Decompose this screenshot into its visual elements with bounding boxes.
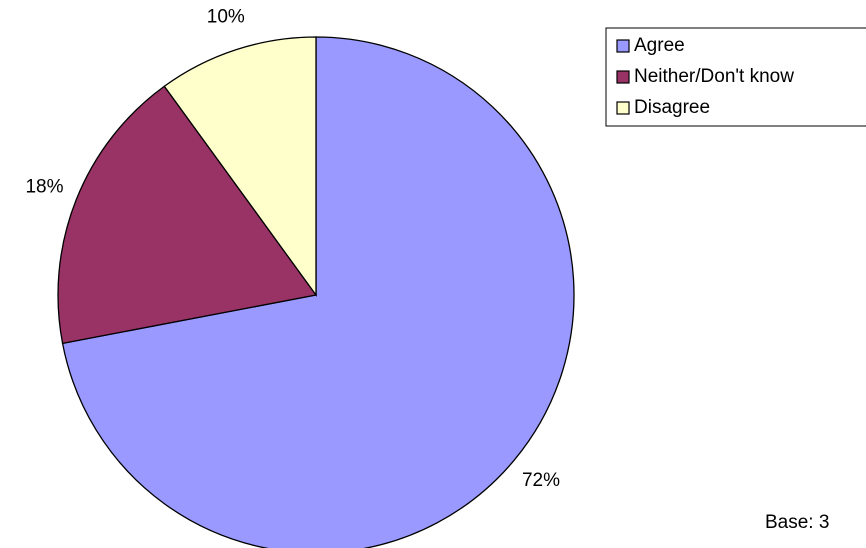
- data-label: 72%: [522, 470, 560, 491]
- legend-box: [605, 27, 866, 127]
- pie-slice: [163, 36, 317, 298]
- note: Base: 3: [765, 512, 829, 533]
- legend-swatch: [616, 70, 630, 84]
- data-label: 10%: [207, 6, 245, 27]
- pie-slice: [61, 36, 575, 548]
- legend-label: Disagree: [634, 97, 710, 118]
- data-label: 18%: [25, 177, 63, 198]
- legend-swatch: [616, 39, 630, 53]
- pie-slice: [57, 85, 318, 345]
- legend-label: Neither/Don't know: [634, 66, 794, 87]
- legend-swatch: [616, 101, 630, 115]
- legend-label: Agree: [634, 35, 685, 56]
